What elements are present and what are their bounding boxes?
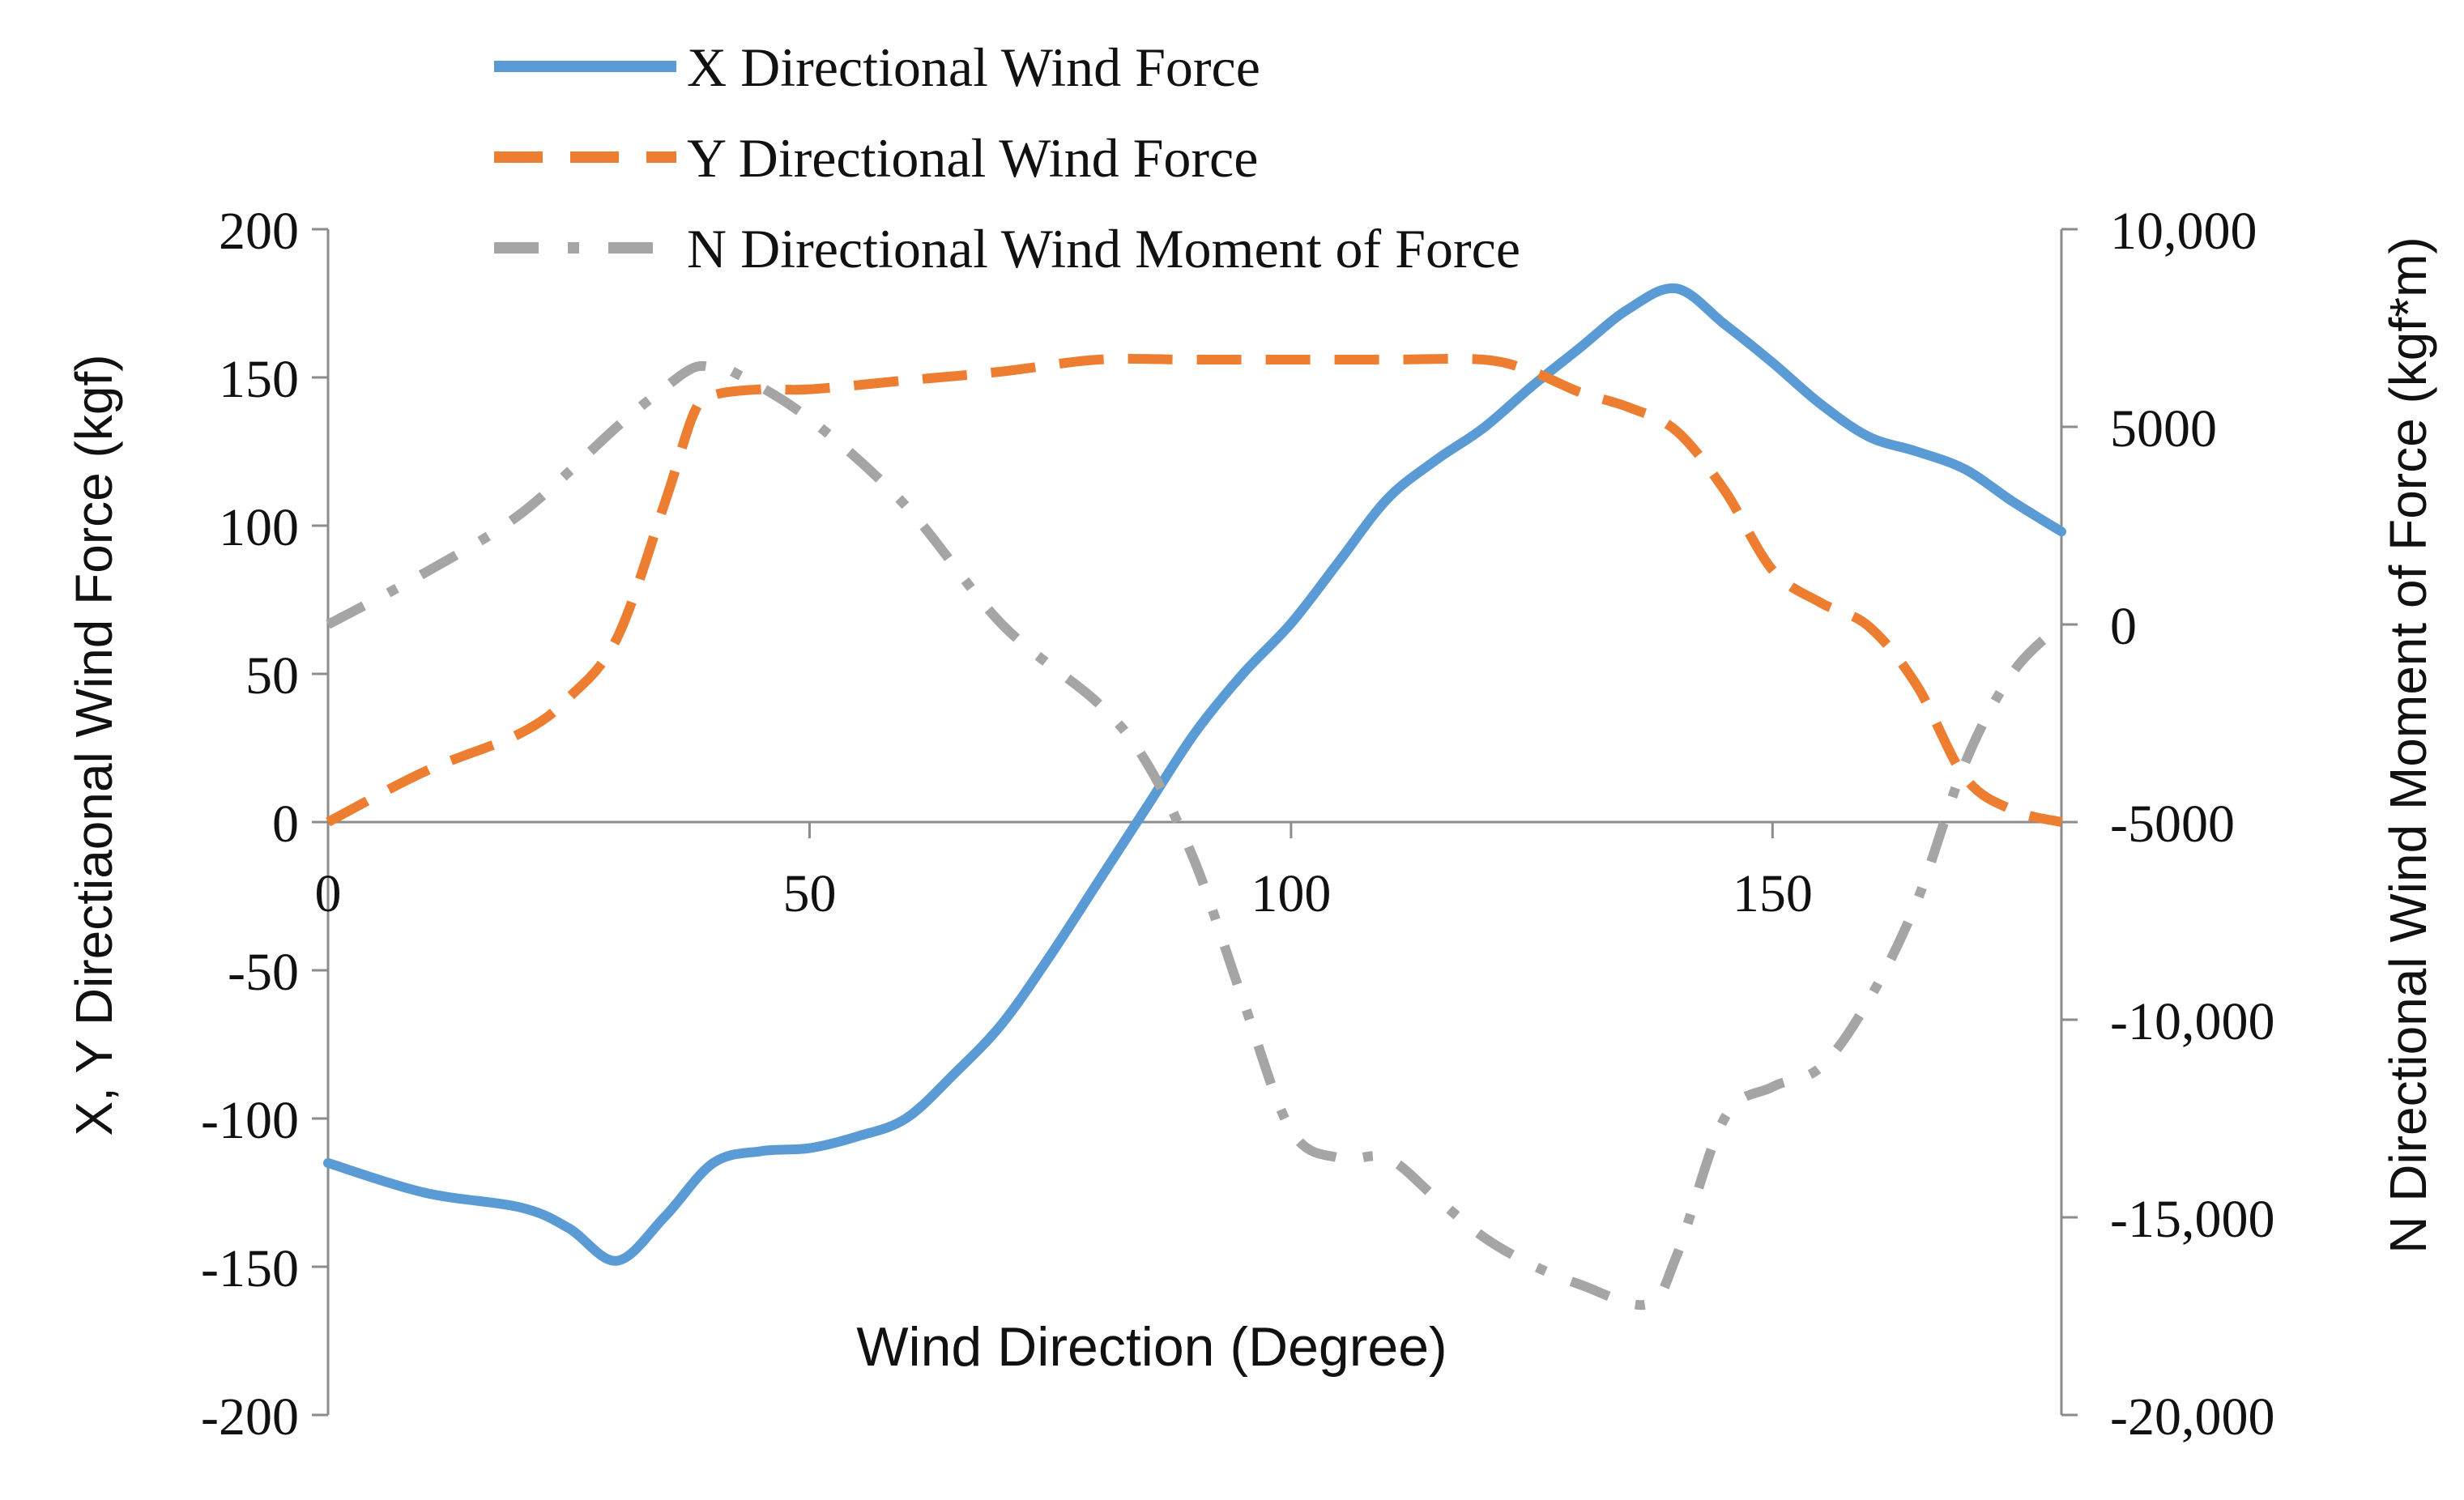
legend-entry-n-moment: N Directional Wind Moment of Force — [494, 218, 1520, 279]
left-y-tick-label: -50 — [228, 943, 299, 1002]
legend-label: X Directional Wind Force — [687, 36, 1260, 98]
x-tick-label: 0 — [315, 864, 342, 923]
right-y-tick-label: 0 — [2110, 597, 2137, 656]
x-force-series-line — [323, 283, 2066, 1266]
right-y-tick-label: 10,000 — [2110, 202, 2257, 261]
legend-label: Y Directional Wind Force — [687, 127, 1258, 189]
right-y-tick-label: -10,000 — [2110, 992, 2274, 1051]
left-y-tick-label: -150 — [201, 1239, 299, 1298]
n-moment-series-line — [326, 360, 2065, 1310]
left-y-tick-label: 50 — [245, 646, 299, 705]
y-force-series-line — [326, 353, 2063, 827]
left-y-tick-label: 100 — [219, 498, 299, 557]
right-y-tick-label: -20,000 — [2110, 1387, 2274, 1447]
x-tick-label: 150 — [1733, 864, 1813, 923]
x-axis-title: Wind Direction (Degree) — [856, 1316, 1447, 1378]
left-y-tick-label: 0 — [272, 795, 299, 854]
x-tick-label: 100 — [1251, 864, 1331, 923]
legend-entry-x-force: X Directional Wind Force — [494, 36, 1260, 98]
left-y-tick-label: 150 — [219, 350, 299, 409]
left-y-tick-label: 200 — [219, 202, 299, 261]
right-y-tick-label: -15,000 — [2110, 1190, 2274, 1249]
series-lines — [323, 283, 2066, 1310]
left-y-axis-tick-labels: 200 150 100 50 0 -50 -100 -150 -200 — [201, 202, 299, 1447]
x-axis-tick-labels: 0 50 100 150 — [315, 864, 1813, 923]
right-y-tick-label: -5000 — [2110, 795, 2235, 854]
legend: X Directional Wind Force Y Directional Wi… — [494, 36, 1520, 279]
right-y-tick-label: 5000 — [2110, 399, 2217, 458]
legend-entry-y-force: Y Directional Wind Force — [494, 127, 1258, 189]
right-y-axis-tick-labels: 10,000 5000 0 -5000 -10,000 -15,000 -20,000 — [2110, 202, 2274, 1447]
left-y-tick-label: -200 — [201, 1387, 299, 1447]
right-y-axis-title: N Directional Wind Moment of Force (kgf*… — [2379, 237, 2437, 1253]
legend-label: N Directional Wind Moment of Force — [687, 218, 1520, 279]
x-tick-label: 50 — [782, 864, 836, 923]
left-y-tick-label: -100 — [201, 1091, 299, 1150]
left-y-axis-title: X, Y Directiaonal Wind Force (kgf) — [65, 354, 123, 1136]
